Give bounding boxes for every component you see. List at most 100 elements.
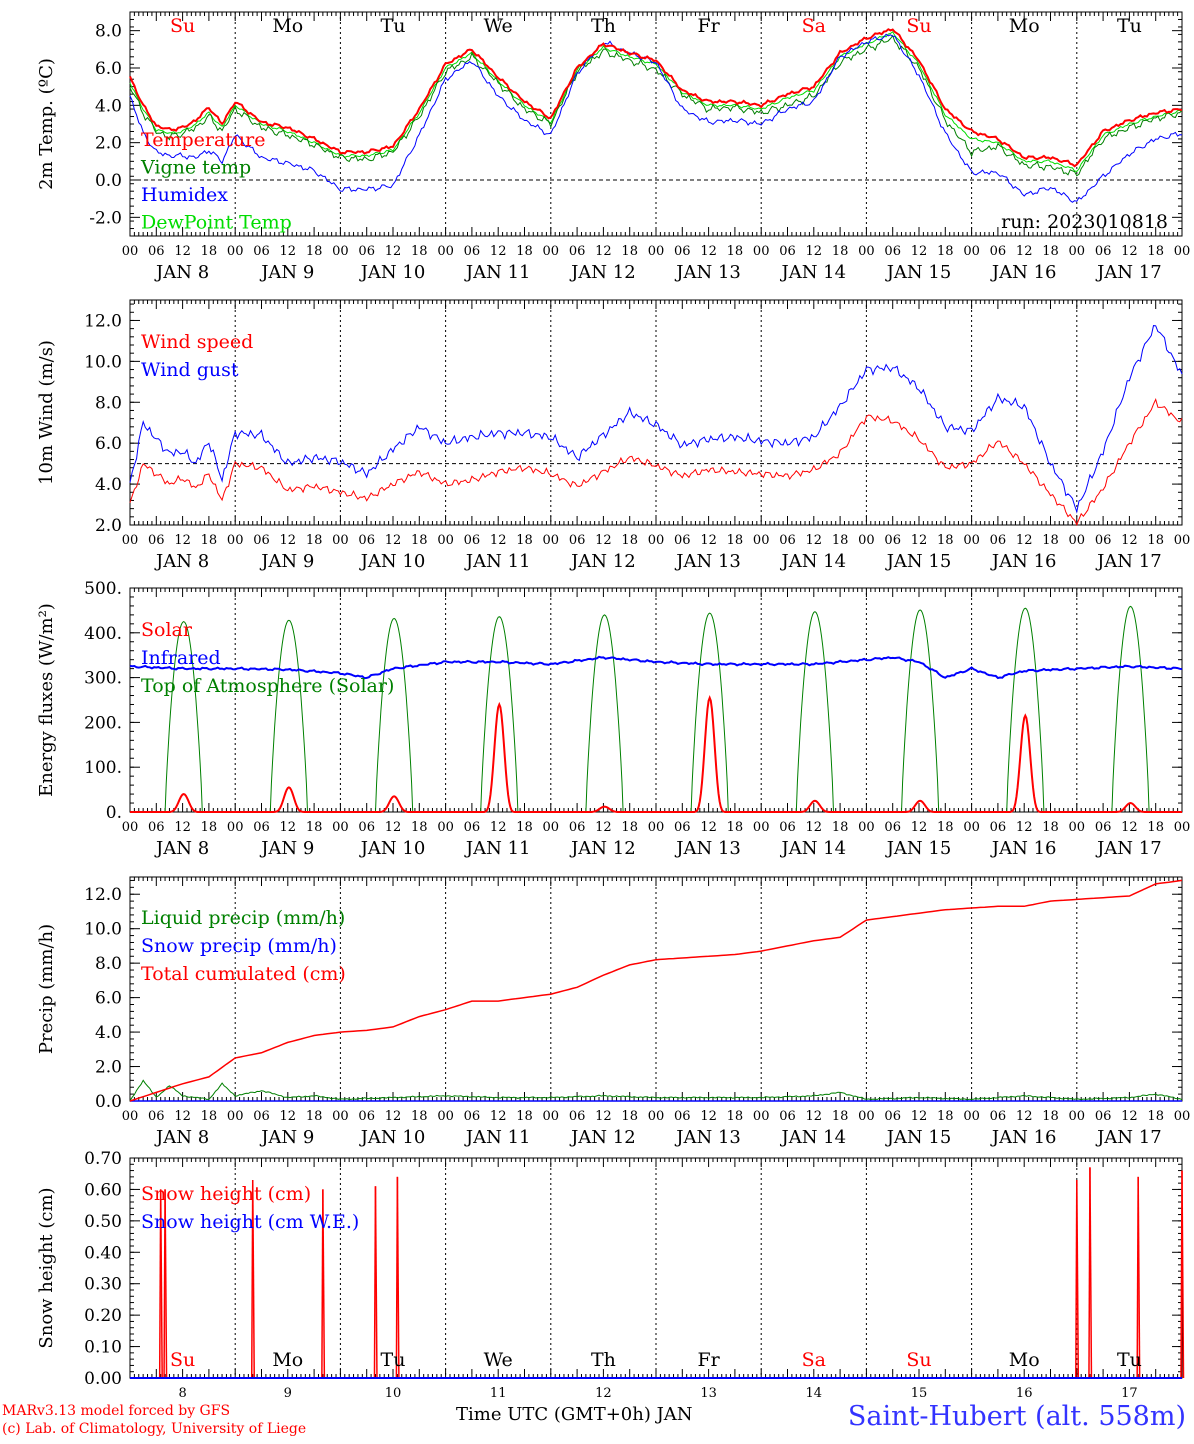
hour-tick-label: 00 [1174, 244, 1191, 259]
hour-tick-label: 06 [358, 820, 375, 835]
date-label: JAN 10 [359, 551, 426, 572]
hour-tick-label: 00 [227, 244, 244, 259]
hour-tick-label: 12 [1016, 820, 1033, 835]
legend-entry: Temperature [141, 129, 265, 151]
date-label: JAN 14 [780, 838, 847, 859]
hour-tick-label: 12 [174, 244, 191, 259]
model-credit: MARv3.13 model forced by GFS [2, 1403, 231, 1419]
hour-tick-label: 18 [1147, 244, 1164, 259]
y-tick-label: 0.60 [84, 1180, 122, 1200]
hour-tick-label: 00 [753, 1109, 770, 1124]
y-axis-label: Precip (mm/h) [36, 924, 57, 1054]
hour-tick-label: 06 [464, 1109, 481, 1124]
y-tick-label: 200. [84, 713, 122, 733]
hour-tick-label: 12 [911, 820, 928, 835]
hour-tick-label: 06 [464, 244, 481, 259]
y-axis-label: 2m Temp. (ºC) [36, 58, 57, 190]
hour-tick-label: 00 [753, 533, 770, 548]
hour-tick-label: 06 [990, 1109, 1007, 1124]
snow-spike [159, 1189, 163, 1379]
date-label: JAN 12 [569, 838, 636, 859]
hour-tick-label: 00 [332, 244, 349, 259]
hour-tick-label: 18 [832, 1109, 849, 1124]
y-tick-label: 500. [84, 579, 122, 599]
hour-tick-label: 00 [543, 533, 560, 548]
hour-tick-label: 00 [648, 1109, 665, 1124]
day-number-label: 14 [806, 1386, 823, 1401]
hour-tick-label: 12 [280, 1109, 297, 1124]
day-number-label: 16 [1016, 1386, 1033, 1401]
date-label: JAN 16 [990, 1127, 1057, 1148]
hour-tick-label: 00 [332, 820, 349, 835]
hour-tick-label: 00 [1069, 820, 1086, 835]
hour-tick-label: 12 [1016, 533, 1033, 548]
hour-tick-label: 12 [174, 533, 191, 548]
hour-tick-label: 06 [253, 1109, 270, 1124]
hour-tick-label: 18 [201, 820, 218, 835]
date-label: JAN 16 [990, 838, 1057, 859]
hour-tick-label: 18 [411, 244, 428, 259]
hour-tick-label: 06 [884, 820, 901, 835]
hour-tick-label: 00 [543, 1109, 560, 1124]
y-tick-label: 0.20 [84, 1306, 122, 1326]
hour-tick-label: 06 [569, 244, 586, 259]
hour-tick-label: 18 [937, 1109, 954, 1124]
hour-tick-label: 06 [990, 820, 1007, 835]
legend-entry: Vigne temp [140, 157, 251, 179]
hour-tick-label: 18 [1147, 533, 1164, 548]
weekday-label: Th [591, 15, 616, 37]
date-label: JAN 11 [464, 1127, 531, 1148]
y-axis-label: Energy fluxes (W/m²) [36, 603, 57, 797]
hour-tick-label: 06 [148, 533, 165, 548]
y-axis-label: 10m Wind (m/s) [36, 340, 57, 485]
hour-tick-label: 12 [595, 533, 612, 548]
hour-tick-label: 18 [306, 533, 323, 548]
y-tick-label: 12.0 [84, 885, 122, 905]
hour-tick-label: 18 [621, 533, 638, 548]
legend-entry: Total cumulated (cm) [141, 963, 346, 985]
hour-tick-label: 00 [437, 820, 454, 835]
hour-tick-label: 12 [595, 244, 612, 259]
wind-series-line [129, 397, 1183, 527]
weekday-label: Fr [697, 1349, 720, 1371]
hour-tick-label: 18 [1042, 244, 1059, 259]
hour-tick-label: 12 [490, 533, 507, 548]
hour-tick-label: 00 [332, 1109, 349, 1124]
hour-tick-label: 18 [306, 244, 323, 259]
hour-tick-label: 06 [253, 533, 270, 548]
date-label: JAN 10 [359, 262, 426, 283]
hour-tick-label: 00 [332, 533, 349, 548]
y-tick-label: 8.0 [95, 22, 122, 42]
hour-tick-label: 06 [990, 244, 1007, 259]
legend-entry: Solar [141, 619, 193, 641]
total-cumulated-line [129, 879, 1183, 1102]
hour-tick-label: 18 [516, 820, 533, 835]
weekday-label: Tu [1117, 15, 1142, 37]
hour-tick-label: 18 [621, 820, 638, 835]
hour-tick-label: 12 [911, 244, 928, 259]
hour-tick-label: 00 [543, 820, 560, 835]
hour-tick-label: 06 [779, 820, 796, 835]
legend-entry: Snow precip (mm/h) [141, 935, 337, 957]
hour-tick-label: 00 [437, 1109, 454, 1124]
legend-entry: Infrared [141, 647, 221, 669]
date-label: JAN 9 [259, 262, 314, 283]
y-tick-label: -2.0 [89, 208, 122, 228]
hour-tick-label: 06 [674, 820, 691, 835]
temperature-series-line [129, 28, 1183, 168]
y-tick-label: 400. [84, 624, 122, 644]
weekday-label: Mo [272, 1349, 303, 1371]
date-label: JAN 9 [259, 1127, 314, 1148]
hour-tick-label: 06 [358, 1109, 375, 1124]
hour-tick-label: 00 [1069, 533, 1086, 548]
hour-tick-label: 06 [148, 1109, 165, 1124]
hour-tick-label: 18 [727, 1109, 744, 1124]
day-number-label: 13 [700, 1386, 717, 1401]
temperature-series-line [129, 33, 1183, 203]
day-number-label: 11 [490, 1386, 507, 1401]
hour-tick-label: 12 [174, 820, 191, 835]
y-tick-label: 0.30 [84, 1275, 122, 1295]
hour-tick-label: 12 [280, 820, 297, 835]
hour-tick-label: 00 [543, 244, 560, 259]
